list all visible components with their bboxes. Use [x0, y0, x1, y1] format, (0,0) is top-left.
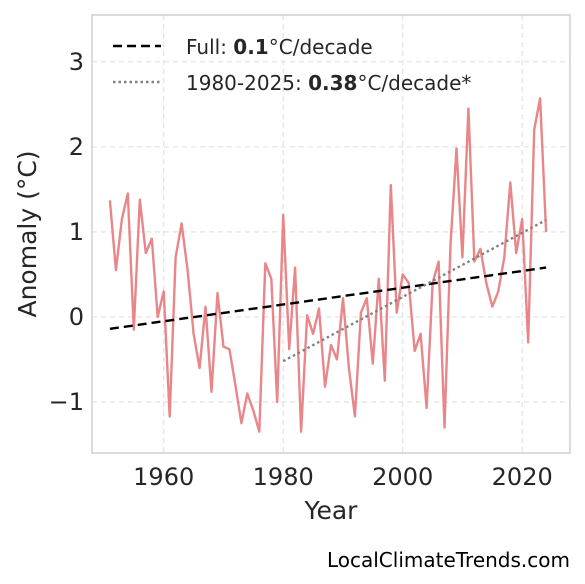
series-line [108, 97, 548, 433]
y-tick-label: 1 [69, 218, 84, 246]
plot-frame [91, 14, 571, 454]
trend-line-recent [282, 218, 547, 363]
y-tick-label: −1 [49, 388, 84, 416]
y-tick-label: 2 [69, 133, 84, 161]
x-tick-label: 1980 [253, 463, 314, 491]
x-tick-label: 1960 [133, 463, 194, 491]
legend-entry: 1980-2025: 0.38°C/decade* [186, 71, 471, 95]
x-tick-label: 2000 [372, 463, 433, 491]
x-tick-label: 2020 [492, 463, 553, 491]
y-tick-label: 0 [69, 303, 84, 331]
y-tick-label: 3 [69, 48, 84, 76]
x-axis-label: Year [304, 496, 359, 525]
watermark: LocalClimateTrends.com [326, 548, 570, 572]
legend-entry: Full: 0.1°C/decade [186, 35, 373, 59]
trend-line-full [109, 266, 547, 331]
y-axis-label: Anomaly (°C) [13, 150, 42, 317]
